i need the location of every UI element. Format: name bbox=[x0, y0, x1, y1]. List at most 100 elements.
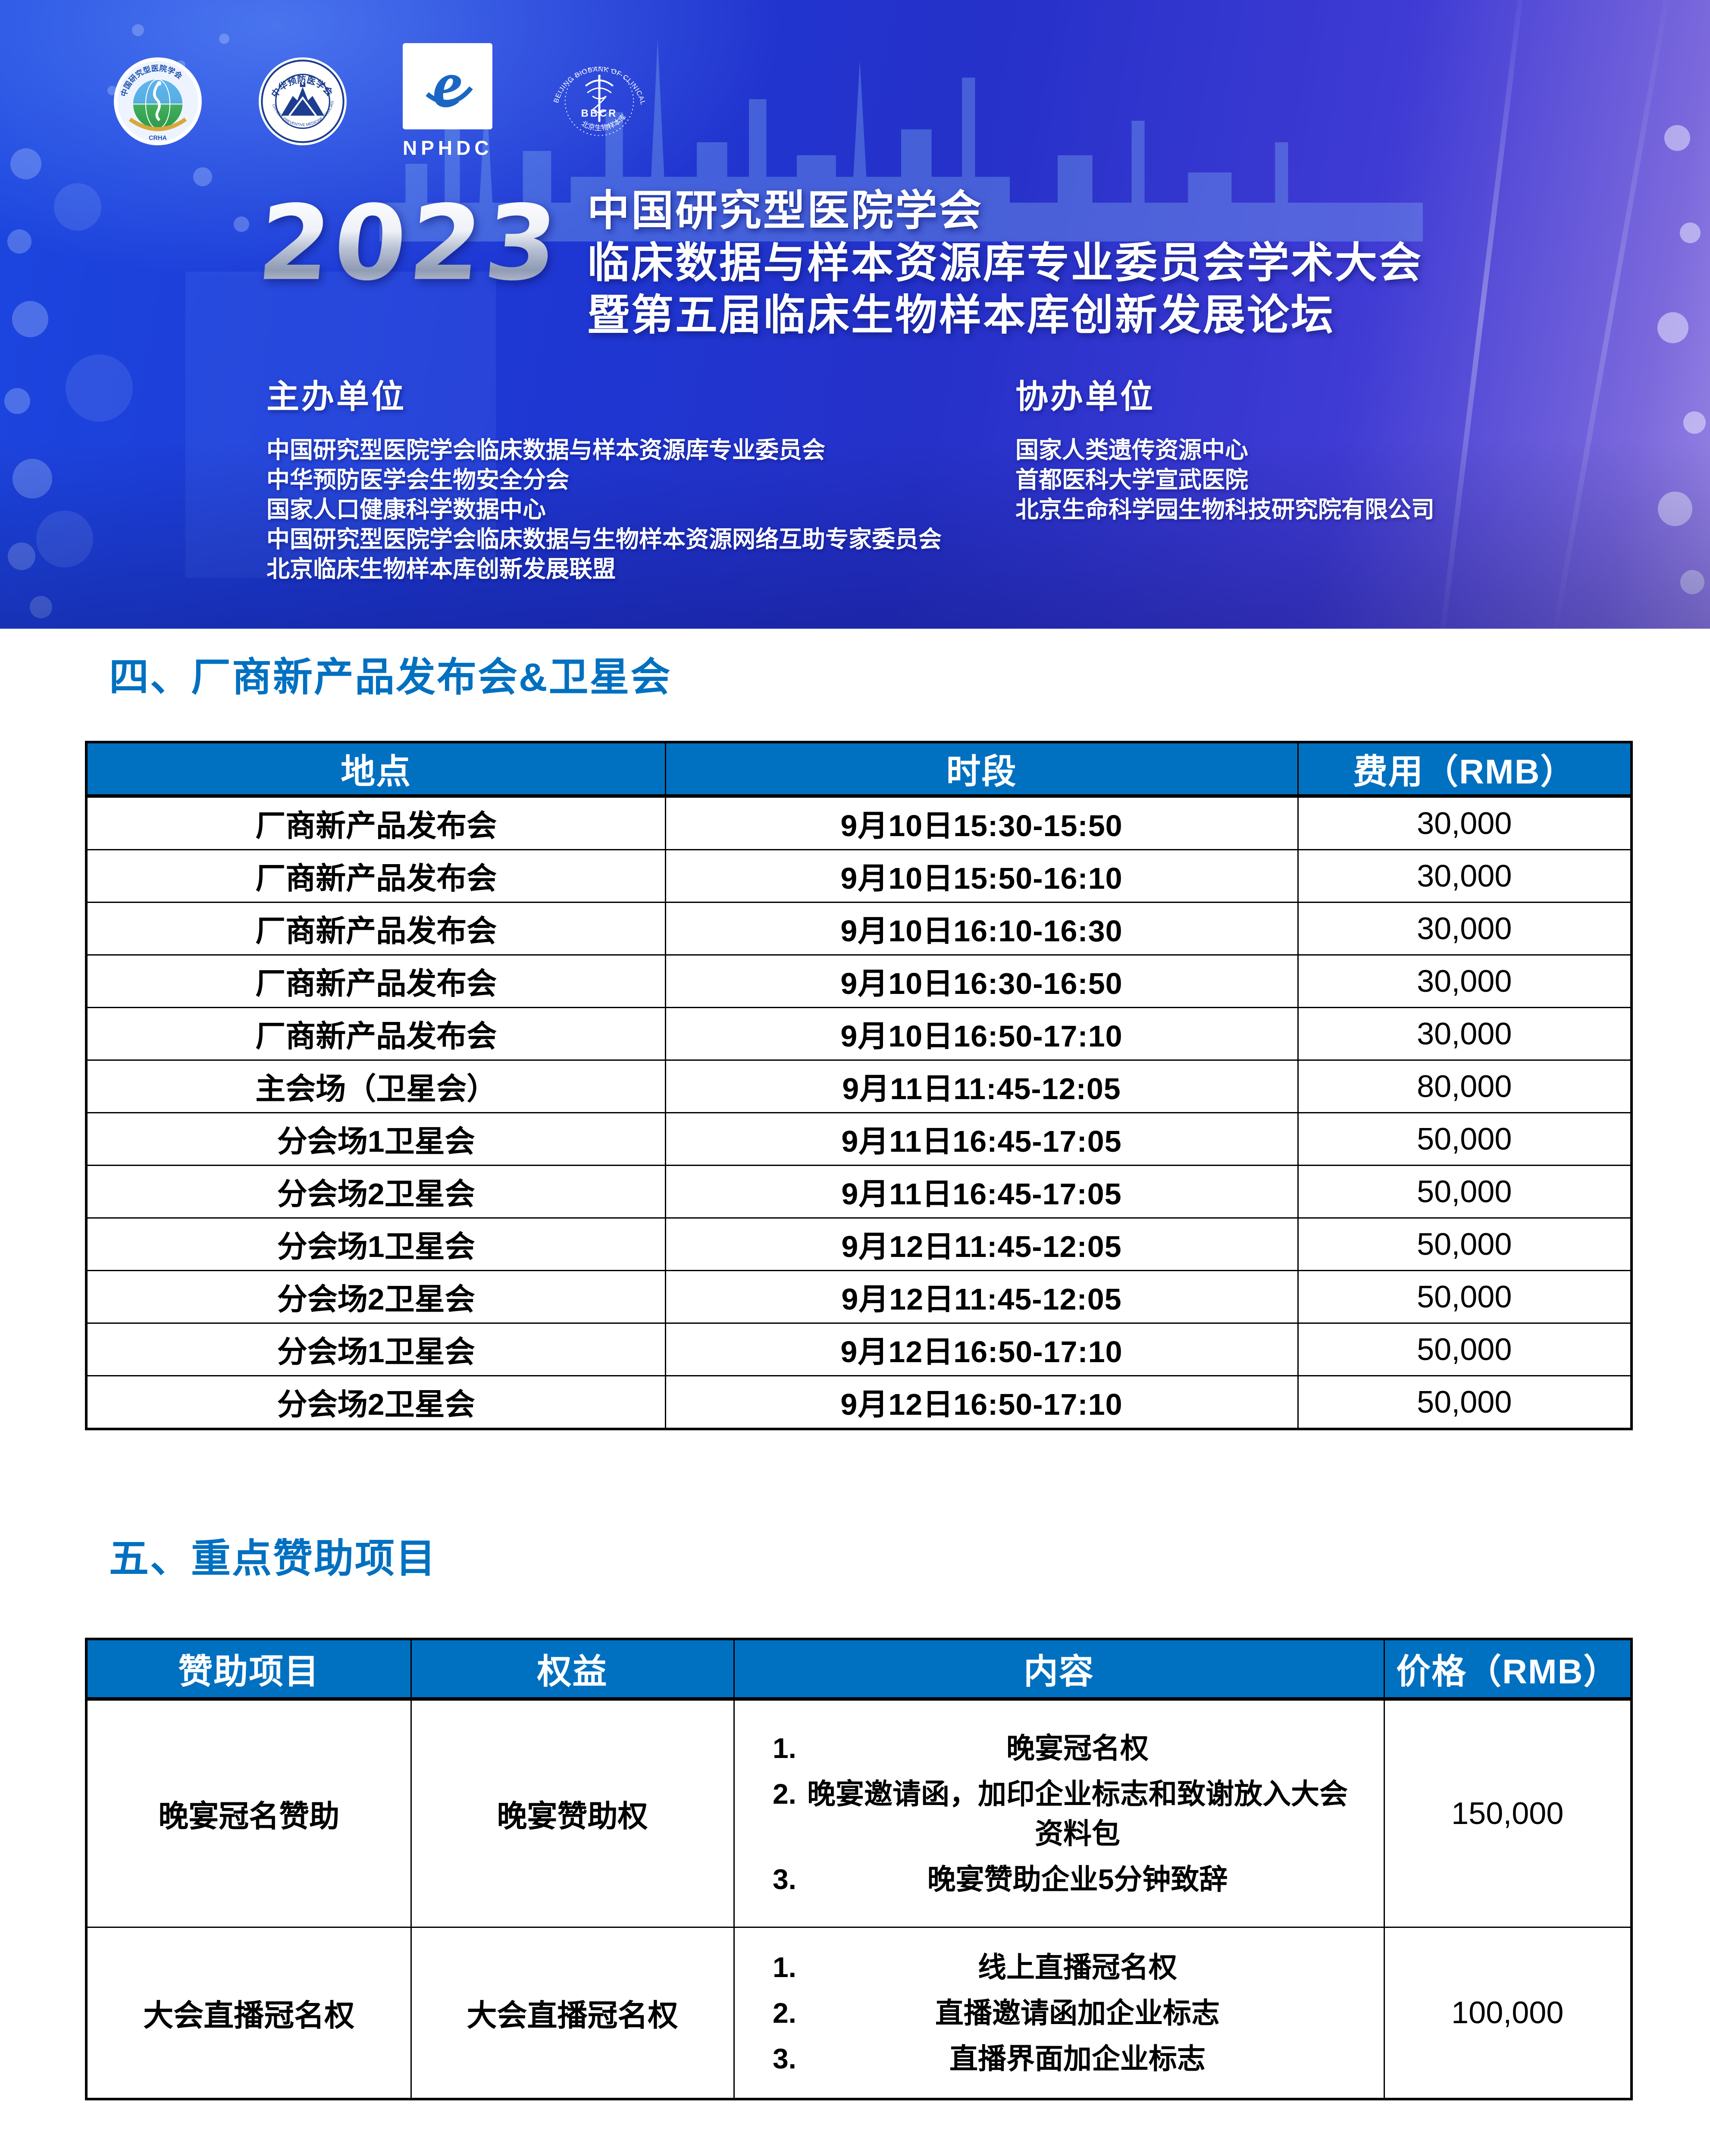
conference-banner: 中国研究型医院学会 CRHA 中华预防医学会 bbox=[0, 0, 1710, 629]
conference-title: 中国研究型医院学会 临床数据与样本资源库专业委员会学术大会 暨第五届临床生物样本… bbox=[587, 185, 1423, 341]
list-item-text: 直播界面加企业标志 bbox=[949, 2043, 1206, 2075]
co-organizers: 协办单位 国家人类遗传资源中心 首都医科大学宣武医院 北京生命科学园生物科技研究… bbox=[1015, 370, 1645, 525]
cohost-list: 国家人类遗传资源中心 首都医科大学宣武医院 北京生命科学园生物科技研究院有限公司 bbox=[1015, 436, 1645, 525]
cell-rights: 大会直播冠名权 bbox=[410, 1927, 735, 2100]
banner-title-block: 2023 中国研究型医院学会 临床数据与样本资源库专业委员会学术大会 暨第五届临… bbox=[254, 183, 1423, 341]
cell-fee: 50,000 bbox=[1297, 1375, 1632, 1430]
cell-timeslot: 9月10日15:30-15:50 bbox=[664, 795, 1299, 850]
list-item-text: 直播邀请函加企业标志 bbox=[935, 1997, 1220, 2029]
table-row: 厂商新产品发布会 9月10日15:50-16:10 30,000 bbox=[85, 849, 1632, 903]
cell-fee: 80,000 bbox=[1297, 1059, 1632, 1113]
cell-fee: 30,000 bbox=[1297, 902, 1632, 956]
cell-fee: 30,000 bbox=[1297, 954, 1632, 1008]
host-item: 国家人口健康科学数据中心 bbox=[266, 497, 546, 523]
list-item-number: 1. bbox=[772, 1951, 797, 1983]
host-list: 中国研究型医院学会临床数据与样本资源库专业委员会 中华预防医学会生物安全分会 国… bbox=[266, 436, 1008, 584]
host-item: 中华预防医学会生物安全分会 bbox=[266, 467, 569, 493]
bbcr-center-text: BBCR bbox=[581, 108, 617, 119]
cell-location: 分会场1卫星会 bbox=[85, 1322, 666, 1376]
col-header-content: 内容 bbox=[733, 1638, 1385, 1701]
table-row: 厂商新产品发布会 9月10日15:30-15:50 30,000 bbox=[85, 795, 1632, 850]
launch-events-table: 地点 时段 费用（RMB） 厂商新产品发布会 9月10日15:30-15:50 … bbox=[85, 741, 1633, 1430]
cell-project: 大会直播冠名权 bbox=[85, 1927, 412, 2100]
cell-location: 主会场（卫星会） bbox=[85, 1059, 666, 1113]
cell-timeslot: 9月11日16:45-17:05 bbox=[664, 1112, 1299, 1166]
list-item-number: 3. bbox=[772, 2043, 797, 2075]
bbcr-ring-text: BEIJING BIOBANK OF CLINICAL RESOURCES bbox=[548, 50, 646, 106]
nphdc-e-glyph: e bbox=[433, 47, 463, 121]
content-list: 1. 晚宴冠名权 2. 晚宴邀请函，加印企业标志和致谢放入大会资料包 3. 晚宴… bbox=[735, 1715, 1383, 1912]
table-row: 大会直播冠名权 大会直播冠名权 1. 线上直播冠名权 2. 直播邀请函加企业标志 bbox=[85, 1927, 1632, 2100]
title-line-3: 暨第五届临床生物样本库创新发展论坛 bbox=[587, 291, 1335, 338]
list-item-number: 1. bbox=[772, 1732, 797, 1764]
host-label: 主办单位 bbox=[266, 379, 406, 415]
cell-timeslot: 9月11日11:45-12:05 bbox=[664, 1059, 1299, 1113]
list-item: 3. 晚宴赞助企业5分钟致辞 bbox=[735, 1859, 1370, 1899]
cell-location: 厂商新产品发布会 bbox=[85, 1007, 666, 1061]
table-header-row: 赞助项目 权益 内容 价格（RMB） bbox=[85, 1638, 1632, 1701]
list-item-text: 晚宴冠名权 bbox=[1006, 1732, 1149, 1764]
list-item-text: 线上直播冠名权 bbox=[978, 1951, 1177, 1983]
cohost-item: 国家人类遗传资源中心 bbox=[1015, 437, 1248, 463]
cohost-item: 北京生命科学园生物科技研究院有限公司 bbox=[1015, 497, 1434, 523]
svg-text:BEIJING BIOBANK OF CLINICAL RE: BEIJING BIOBANK OF CLINICAL RESOURCES bbox=[548, 50, 647, 106]
organizer-logos-row: 中国研究型医院学会 CRHA 中华预防医学会 bbox=[113, 43, 651, 160]
cell-fee: 30,000 bbox=[1297, 849, 1632, 903]
nphdc-e-icon: e bbox=[403, 43, 493, 129]
host-item: 中国研究型医院学会临床数据与生物样本资源网络互助专家委员会 bbox=[266, 526, 942, 552]
light-streak bbox=[1544, 0, 1677, 629]
col-header-rights: 权益 bbox=[410, 1638, 735, 1701]
col-header-location: 地点 bbox=[85, 741, 666, 798]
cell-location: 厂商新产品发布会 bbox=[85, 954, 666, 1008]
section-heading-key-sponsorship: 五、重点赞助项目 bbox=[109, 1537, 437, 1581]
cell-content: 1. 线上直播冠名权 2. 直播邀请函加企业标志 3. 直播界面加企业标志 bbox=[733, 1927, 1385, 2100]
list-item-number: 3. bbox=[772, 1863, 797, 1895]
col-header-project: 赞助项目 bbox=[85, 1638, 412, 1701]
launch-events-table-head: 地点 时段 费用（RMB） bbox=[85, 741, 1632, 798]
cell-location: 分会场1卫星会 bbox=[85, 1112, 666, 1166]
crha-abbr: CRHA bbox=[149, 135, 167, 141]
table-row: 主会场（卫星会） 9月11日11:45-12:05 80,000 bbox=[85, 1059, 1632, 1113]
cell-timeslot: 9月10日16:30-16:50 bbox=[664, 954, 1299, 1008]
nphdc-caption: NPHDC bbox=[403, 137, 493, 159]
cell-fee: 50,000 bbox=[1297, 1217, 1632, 1271]
section-heading-launch-events: 四、厂商新产品发布会&卫星会 bbox=[109, 655, 672, 699]
cell-location: 厂商新产品发布会 bbox=[85, 849, 666, 903]
cell-timeslot: 9月10日16:10-16:30 bbox=[664, 902, 1299, 956]
table-row: 厂商新产品发布会 9月10日16:10-16:30 30,000 bbox=[85, 902, 1632, 956]
col-header-timeslot: 时段 bbox=[664, 741, 1299, 798]
cell-location: 分会场2卫星会 bbox=[85, 1165, 666, 1219]
cell-fee: 50,000 bbox=[1297, 1322, 1632, 1376]
table-row: 分会场1卫星会 9月11日16:45-17:05 50,000 bbox=[85, 1112, 1632, 1166]
cell-location: 厂商新产品发布会 bbox=[85, 902, 666, 956]
list-item: 1. 晚宴冠名权 bbox=[735, 1728, 1370, 1768]
cell-location: 厂商新产品发布会 bbox=[85, 795, 666, 850]
list-item-number: 2. bbox=[772, 1997, 797, 2029]
list-item: 3. 直播界面加企业标志 bbox=[735, 2039, 1370, 2078]
cell-timeslot: 9月12日16:50-17:10 bbox=[664, 1375, 1299, 1430]
cell-project: 晚宴冠名赞助 bbox=[85, 1698, 412, 1928]
cell-rights: 晚宴赞助权 bbox=[410, 1698, 735, 1928]
cell-timeslot: 9月12日11:45-12:05 bbox=[664, 1270, 1299, 1324]
cell-fee: 50,000 bbox=[1297, 1112, 1632, 1166]
key-sponsorship-table-head: 赞助项目 权益 内容 价格（RMB） bbox=[85, 1638, 1632, 1701]
table-row: 晚宴冠名赞助 晚宴赞助权 1. 晚宴冠名权 2. 晚宴邀请函，加印企业标志和致谢… bbox=[85, 1698, 1632, 1928]
table-row: 厂商新产品发布会 9月10日16:30-16:50 30,000 bbox=[85, 954, 1632, 1008]
cell-location: 分会场2卫星会 bbox=[85, 1375, 666, 1430]
cell-timeslot: 9月12日16:50-17:10 bbox=[664, 1322, 1299, 1376]
cpma-logo-icon: 中华预防医学会 CHINESE PREVENTIVE MEDICINE ASSO… bbox=[258, 56, 347, 145]
cell-content: 1. 晚宴冠名权 2. 晚宴邀请函，加印企业标志和致谢放入大会资料包 3. 晚宴… bbox=[733, 1698, 1385, 1928]
host-item: 中国研究型医院学会临床数据与样本资源库专业委员会 bbox=[266, 437, 825, 463]
table-row: 分会场2卫星会 9月11日16:45-17:05 50,000 bbox=[85, 1165, 1632, 1219]
list-item: 2. 直播邀请函加企业标志 bbox=[735, 1993, 1370, 2033]
table-row: 分会场1卫星会 9月12日11:45-12:05 50,000 bbox=[85, 1217, 1632, 1271]
table-row: 分会场2卫星会 9月12日11:45-12:05 50,000 bbox=[85, 1270, 1632, 1324]
cell-location: 分会场1卫星会 bbox=[85, 1217, 666, 1271]
list-item: 1. 线上直播冠名权 bbox=[735, 1947, 1370, 1987]
list-item-text: 晚宴赞助企业5分钟致辞 bbox=[927, 1863, 1228, 1895]
host-item: 北京临床生物样本库创新发展联盟 bbox=[266, 556, 616, 582]
col-header-price: 价格（RMB） bbox=[1383, 1638, 1632, 1701]
cohost-label: 协办单位 bbox=[1015, 379, 1155, 415]
bbcr-logo-icon: BEIJING BIOBANK OF CLINICAL RESOURCES 北京… bbox=[548, 50, 647, 136]
